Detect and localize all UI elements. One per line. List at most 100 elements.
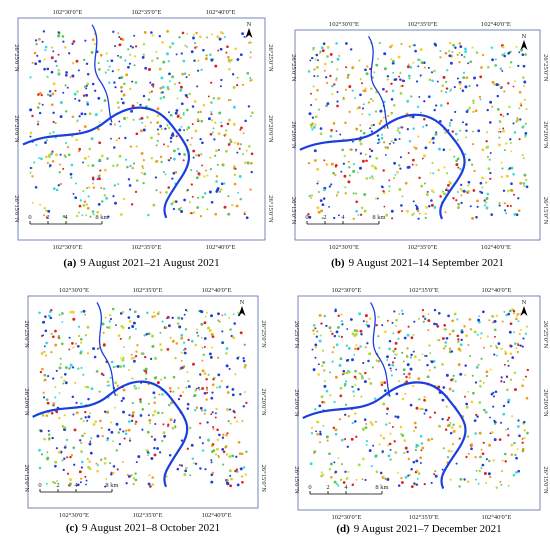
change-dot xyxy=(72,346,75,349)
change-dot xyxy=(403,373,406,375)
change-dot xyxy=(236,142,240,146)
change-dot xyxy=(362,131,366,135)
change-dot xyxy=(314,343,318,347)
map-panel: 102°30'0"E102°30'0"E102°35'0"E102°35'0"E… xyxy=(290,21,549,269)
change-dot xyxy=(310,426,313,429)
change-dot xyxy=(464,364,467,367)
change-dot xyxy=(183,129,186,132)
change-dot xyxy=(140,116,144,120)
change-dot xyxy=(229,474,232,477)
change-dot xyxy=(234,47,238,51)
change-dot xyxy=(202,103,206,107)
change-dot xyxy=(445,172,449,175)
change-dot xyxy=(103,410,107,414)
change-dot xyxy=(476,205,479,208)
change-dot xyxy=(58,392,61,394)
change-dot xyxy=(503,381,506,384)
change-dot xyxy=(447,184,450,187)
change-dot xyxy=(342,481,346,484)
change-dot xyxy=(473,419,477,422)
change-dot xyxy=(36,106,40,109)
change-dot xyxy=(461,121,465,124)
change-dot xyxy=(135,461,138,464)
change-dot xyxy=(179,394,182,398)
change-dot xyxy=(412,384,415,388)
change-dot xyxy=(248,145,251,148)
change-dot xyxy=(524,135,527,138)
change-dot xyxy=(472,391,475,395)
change-dot xyxy=(127,316,131,319)
change-dot xyxy=(377,360,381,363)
change-dot xyxy=(81,434,84,438)
change-dot xyxy=(325,435,329,439)
change-dot xyxy=(513,441,516,445)
change-dot xyxy=(87,155,90,158)
change-dot xyxy=(29,171,32,174)
change-dot xyxy=(352,169,356,173)
change-dot xyxy=(219,188,223,192)
change-dot xyxy=(85,479,88,482)
change-dot xyxy=(241,420,244,423)
change-dot xyxy=(510,453,514,457)
change-dot xyxy=(75,59,79,63)
change-dot xyxy=(353,395,356,398)
change-dot xyxy=(92,422,96,426)
change-dot xyxy=(465,76,469,80)
caption: (d) 9 August 2021–7 December 2021 xyxy=(336,523,501,535)
change-dot xyxy=(131,166,134,170)
change-dot xyxy=(423,118,426,121)
change-dot xyxy=(477,318,481,322)
change-dot xyxy=(161,91,164,94)
scale-label: 8 km xyxy=(95,214,108,221)
change-dot xyxy=(191,123,194,126)
change-dot xyxy=(134,45,138,48)
change-dot xyxy=(156,107,160,111)
change-dot xyxy=(43,67,46,71)
change-dot xyxy=(478,431,482,435)
change-dot xyxy=(123,82,126,86)
change-dot xyxy=(467,452,470,455)
change-dot xyxy=(391,89,395,93)
change-dot xyxy=(133,356,136,359)
change-dot xyxy=(78,150,81,153)
change-dot xyxy=(458,42,462,45)
change-dot xyxy=(477,129,481,133)
change-dot xyxy=(335,78,338,81)
change-dot xyxy=(485,458,488,461)
change-dot xyxy=(38,59,42,63)
change-dot xyxy=(383,389,387,392)
change-dot xyxy=(443,323,447,327)
change-dot xyxy=(509,66,512,69)
change-dot xyxy=(59,163,62,166)
change-dot xyxy=(517,419,520,422)
change-dot xyxy=(352,217,355,220)
change-dot xyxy=(334,432,338,436)
change-dot xyxy=(159,124,162,128)
change-dot xyxy=(401,84,404,88)
change-dot xyxy=(388,190,391,193)
change-dot xyxy=(329,52,333,56)
change-dot xyxy=(354,347,357,351)
change-dot xyxy=(144,377,148,381)
change-dot xyxy=(224,446,227,449)
change-dot xyxy=(100,154,104,158)
change-dot xyxy=(141,407,145,411)
change-dot xyxy=(455,462,458,465)
change-dot xyxy=(45,209,48,212)
change-dot xyxy=(406,65,410,69)
change-dot xyxy=(203,175,206,178)
change-dot xyxy=(336,104,339,108)
change-dot xyxy=(221,314,224,317)
change-dot xyxy=(390,140,394,143)
change-dot xyxy=(369,382,373,385)
change-dot xyxy=(523,436,526,440)
change-dot xyxy=(454,380,457,383)
change-dot xyxy=(459,129,462,132)
change-dot xyxy=(215,175,219,178)
change-dot xyxy=(156,121,160,124)
change-dot xyxy=(139,414,143,417)
change-dot xyxy=(335,194,338,197)
change-dot xyxy=(147,414,150,417)
change-dot xyxy=(382,116,386,119)
caption-label: (b) xyxy=(331,257,345,269)
